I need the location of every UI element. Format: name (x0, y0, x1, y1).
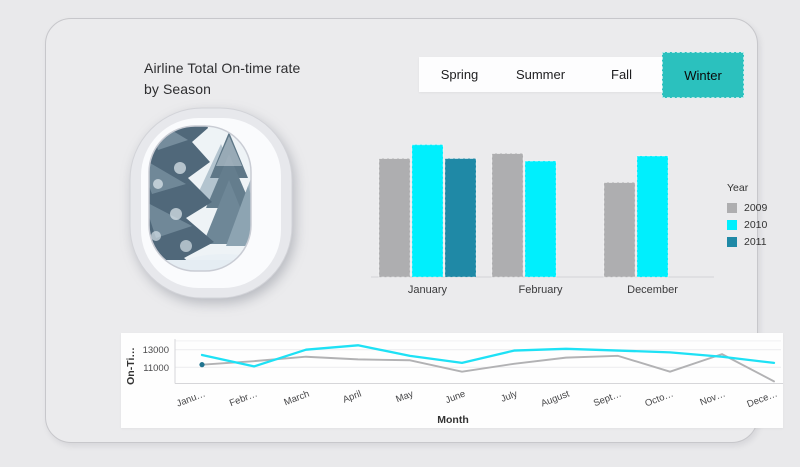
legend-swatch-2009 (727, 203, 737, 213)
x-tick-label: Janu… (175, 389, 207, 410)
line-chart: 11000 13000 Janu… Febr… March April May June Jul… (125, 339, 783, 426)
legend-swatch-2011 (727, 237, 737, 247)
x-tick-label: May (394, 388, 415, 405)
legend-swatch-2010 (727, 220, 737, 230)
tab-fall[interactable]: Fall (611, 67, 632, 82)
legend-item-2011[interactable]: 2011 (727, 236, 767, 248)
bar-chart: January February December (371, 144, 714, 296)
bar-category-label: February (518, 284, 563, 296)
bar-2009-January[interactable] (378, 158, 411, 278)
x-tick-label: March (282, 389, 311, 409)
tab-winter[interactable]: Winter (662, 52, 744, 98)
bar-2009-December[interactable] (603, 182, 636, 278)
x-tick-label: Dece… (746, 389, 780, 411)
airplane-window-svg (129, 107, 293, 299)
season-tabs: Spring Summer Fall (419, 57, 662, 92)
x-tick-label: Nov… (698, 389, 727, 409)
line-2010[interactable] (200, 344, 776, 368)
legend-title: Year (727, 182, 749, 194)
x-tick-label: June (444, 389, 467, 407)
line-2009[interactable] (201, 353, 775, 383)
legend-label-2011: 2011 (744, 236, 767, 248)
bar-2011-January[interactable] (444, 158, 477, 278)
page-title-line2: by Season (144, 81, 212, 97)
legend-label-2009: 2009 (744, 202, 768, 214)
window-opening-rim (148, 125, 252, 272)
bar-2010-February[interactable] (524, 160, 557, 278)
x-tick-label: July (499, 388, 519, 404)
legend-item-2010[interactable]: 2010 (727, 219, 767, 231)
bar-chart-legend: Year 2009 2010 2011 (727, 182, 767, 253)
y-axis-title: On-Ti… (125, 347, 137, 385)
tab-spring[interactable]: Spring (440, 67, 479, 82)
x-axis-title: Month (437, 414, 469, 426)
legend-item-2009[interactable]: 2009 (727, 202, 767, 214)
page-title-line1: Airline Total On-time rate (144, 60, 301, 76)
dashboard-card: Airline Total On-time rate by Season Spr… (45, 18, 783, 443)
bar-category-label: January (408, 284, 448, 296)
point-2011[interactable] (199, 362, 205, 368)
y-tick-label: 11000 (143, 363, 169, 374)
bar-2010-January[interactable] (411, 144, 444, 278)
x-tick-label: Febr… (228, 389, 259, 410)
y-tick-label: 13000 (143, 345, 169, 356)
page-title: Airline Total On-time rate by Season (144, 58, 384, 100)
bar-category-label: December (627, 284, 678, 296)
x-tick-label: April (341, 389, 363, 406)
x-tick-label: Sept… (592, 389, 623, 410)
legend-label-2010: 2010 (744, 219, 768, 231)
x-tick-label: August (540, 388, 572, 409)
bar-2010-December[interactable] (636, 155, 669, 278)
bar-2009-February[interactable] (491, 153, 524, 278)
tab-summer[interactable]: Summer (515, 67, 566, 82)
airplane-window-image (128, 106, 298, 302)
x-tick-label: Octo… (644, 389, 676, 410)
line-chart-panel: 11000 13000 Janu… Febr… March April May June Jul… (121, 333, 783, 428)
